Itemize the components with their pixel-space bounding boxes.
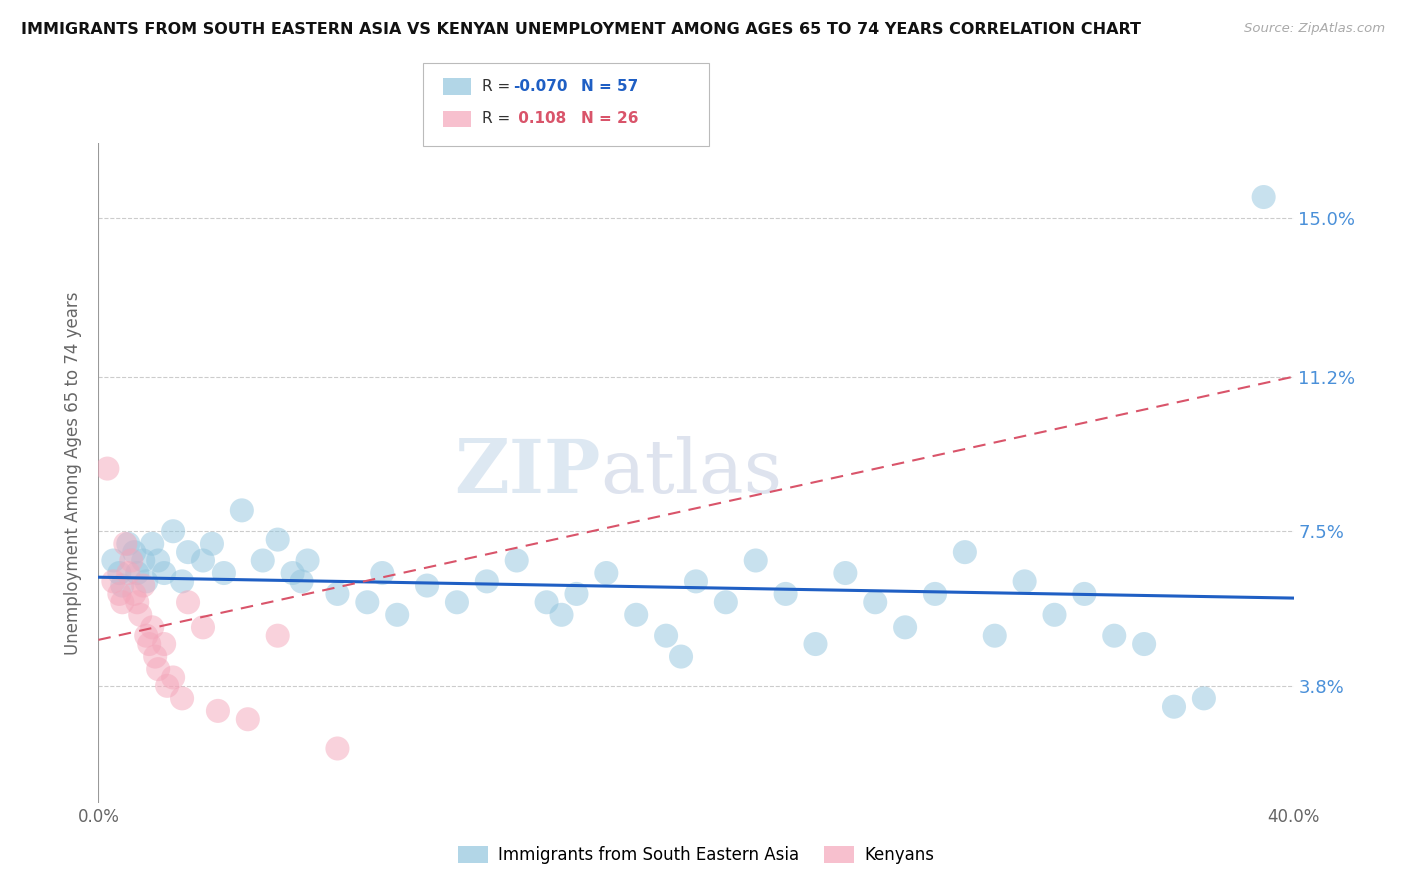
Text: N = 26: N = 26 — [581, 112, 638, 126]
Text: ZIP: ZIP — [454, 436, 600, 509]
Point — [103, 574, 125, 589]
Point — [655, 629, 678, 643]
Point — [626, 607, 648, 622]
Point — [135, 574, 157, 589]
Point — [191, 553, 214, 567]
Text: atlas: atlas — [600, 436, 783, 509]
Point — [446, 595, 468, 609]
Text: Source: ZipAtlas.com: Source: ZipAtlas.com — [1244, 22, 1385, 36]
Y-axis label: Unemployment Among Ages 65 to 74 years: Unemployment Among Ages 65 to 74 years — [65, 291, 83, 655]
Point — [162, 524, 184, 539]
Point — [177, 595, 200, 609]
Point — [141, 537, 163, 551]
Point — [894, 620, 917, 634]
Point — [108, 587, 131, 601]
Point — [162, 670, 184, 684]
Point — [745, 553, 768, 567]
Point — [475, 574, 498, 589]
Point — [865, 595, 887, 609]
Point — [685, 574, 707, 589]
Point — [1073, 587, 1095, 601]
Point — [117, 566, 139, 580]
Point — [135, 629, 157, 643]
Point — [536, 595, 558, 609]
Point — [385, 607, 409, 622]
Point — [148, 662, 170, 676]
Point — [156, 679, 179, 693]
Legend: Immigrants from South Eastern Asia, Kenyans: Immigrants from South Eastern Asia, Keny… — [451, 838, 941, 871]
Point — [148, 553, 170, 567]
Point — [267, 533, 290, 547]
Point — [96, 461, 118, 475]
Point — [1133, 637, 1156, 651]
Point — [669, 649, 692, 664]
Point — [132, 553, 155, 567]
Point — [252, 553, 274, 567]
Point — [212, 566, 235, 580]
Text: IMMIGRANTS FROM SOUTH EASTERN ASIA VS KENYAN UNEMPLOYMENT AMONG AGES 65 TO 74 YE: IMMIGRANTS FROM SOUTH EASTERN ASIA VS KE… — [21, 22, 1142, 37]
Point — [953, 545, 976, 559]
Point — [1192, 691, 1215, 706]
Point — [714, 595, 737, 609]
Point — [201, 537, 224, 551]
Point — [124, 587, 146, 601]
Point — [120, 553, 142, 567]
Point — [141, 620, 163, 634]
Point — [595, 566, 617, 580]
Text: R =: R = — [482, 112, 516, 126]
Point — [804, 637, 827, 651]
Point — [177, 545, 200, 559]
Point — [153, 637, 176, 651]
Text: -0.070: -0.070 — [513, 79, 568, 94]
Point — [291, 574, 314, 589]
Point — [111, 595, 134, 609]
Point — [207, 704, 229, 718]
Point — [775, 587, 797, 601]
Point — [1253, 190, 1275, 204]
Point — [565, 587, 588, 601]
Point — [297, 553, 319, 567]
Point — [550, 607, 572, 622]
Text: R =: R = — [482, 79, 516, 94]
Point — [124, 545, 146, 559]
Point — [172, 691, 194, 706]
Point — [506, 553, 529, 567]
Point — [108, 566, 131, 580]
Point — [1043, 607, 1066, 622]
Point — [267, 629, 290, 643]
Point — [103, 553, 125, 567]
Point — [191, 620, 214, 634]
Point — [834, 566, 856, 580]
Text: 0.108: 0.108 — [513, 112, 567, 126]
Point — [281, 566, 304, 580]
Point — [153, 566, 176, 580]
Point — [129, 607, 152, 622]
Point — [231, 503, 253, 517]
Point — [1163, 699, 1185, 714]
Point — [132, 578, 155, 592]
Point — [371, 566, 394, 580]
Point — [143, 649, 166, 664]
Point — [924, 587, 946, 601]
Point — [356, 595, 378, 609]
Point — [172, 574, 194, 589]
Point — [1014, 574, 1036, 589]
Point — [326, 741, 349, 756]
Point — [127, 566, 149, 580]
Point — [127, 595, 149, 609]
Point — [111, 578, 134, 592]
Text: N = 57: N = 57 — [581, 79, 638, 94]
Point — [138, 637, 160, 651]
Point — [117, 537, 139, 551]
Point — [984, 629, 1007, 643]
Point — [236, 712, 259, 726]
Point — [114, 537, 136, 551]
Point — [416, 578, 439, 592]
Point — [1104, 629, 1126, 643]
Point — [326, 587, 349, 601]
